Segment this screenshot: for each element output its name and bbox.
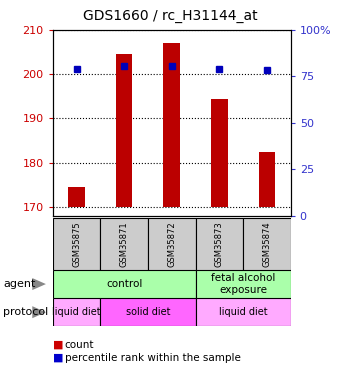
Bar [163, 43, 180, 207]
Polygon shape [32, 278, 46, 290]
Bar [243, 217, 291, 270]
Text: GSM35873: GSM35873 [215, 221, 224, 267]
Bar [53, 298, 100, 326]
Bar [195, 298, 291, 326]
Text: ■: ■ [53, 340, 63, 350]
Bar [211, 99, 228, 207]
Text: liquid diet: liquid diet [52, 307, 101, 317]
Bar [195, 270, 291, 298]
Text: GSM35872: GSM35872 [167, 221, 176, 267]
Text: ■: ■ [53, 353, 63, 363]
Bar [53, 217, 100, 270]
Text: protocol: protocol [3, 307, 49, 317]
Text: agent: agent [3, 279, 36, 289]
Bar [116, 54, 133, 207]
Bar [195, 217, 243, 270]
Bar [53, 270, 196, 298]
Bar [100, 217, 148, 270]
Bar [68, 187, 85, 207]
Text: solid diet: solid diet [126, 307, 170, 317]
Text: GDS1660 / rc_H31144_at: GDS1660 / rc_H31144_at [83, 9, 257, 23]
Text: control: control [106, 279, 142, 289]
Text: GSM35871: GSM35871 [120, 221, 129, 267]
Bar [100, 298, 196, 326]
Bar [259, 152, 275, 207]
Text: GSM35874: GSM35874 [262, 221, 271, 267]
Text: percentile rank within the sample: percentile rank within the sample [65, 353, 240, 363]
Text: count: count [65, 340, 94, 350]
Text: GSM35875: GSM35875 [72, 221, 81, 267]
Text: liquid diet: liquid diet [219, 307, 268, 317]
Bar [148, 217, 196, 270]
Polygon shape [32, 306, 46, 318]
Text: fetal alcohol
exposure: fetal alcohol exposure [211, 273, 275, 295]
